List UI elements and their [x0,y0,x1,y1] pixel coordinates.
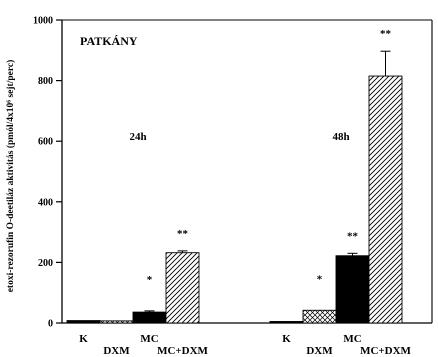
group-label-0: 24h [129,131,146,143]
bar-24h-DXM [99,320,134,324]
y-tick-label-3: 600 [38,137,53,148]
category-label-24h-K: K [79,333,88,345]
significance-labels: ******** [147,28,392,286]
y-tick-label-1: 200 [38,258,53,269]
category-label-24h-DXM: DXM [103,345,130,357]
category-label-24h-MC+DXM: MC+DXM [157,345,208,357]
y-tick-label-5: 1000 [33,16,53,27]
bar-24h-MC [132,311,167,324]
bar-48h-MC+DXM [368,75,403,324]
sig-label-48h-MC: ** [347,230,359,242]
category-label-24h-MC: MC [140,333,158,345]
bar-24h-K [66,320,101,324]
bar-24h-MC+DXM [165,252,200,324]
bars [66,75,403,324]
bar-48h-K [269,321,304,324]
group-label-1: 48h [332,131,349,143]
category-label-48h-DXM: DXM [306,345,333,357]
y-axis-label: etoxi-rezorufin O-deetiláz aktivitás (pm… [5,60,16,293]
group-labels: 24h 48h [129,131,349,143]
category-label-48h-MC: MC [343,333,361,345]
y-tick-label-2: 400 [38,197,53,208]
sig-label-24h-MC+DXM: ** [177,228,189,240]
bar-48h-MC [335,255,370,324]
category-label-48h-K: K [282,333,291,345]
sig-label-48h-MC+DXM: ** [380,28,392,40]
y-ticks: 0 200 400 600 800 1000 [33,16,62,330]
bar-48h-DXM [302,309,337,324]
error-bars [144,50,391,313]
y-tick-label-0: 0 [48,319,53,330]
sig-label-24h-MC: * [147,274,153,286]
chart-title: PATKÁNY [80,34,138,48]
y-tick-label-4: 800 [38,76,53,87]
sig-label-48h-DXM: * [317,273,323,285]
category-label-48h-MC+DXM: MC+DXM [360,345,411,357]
